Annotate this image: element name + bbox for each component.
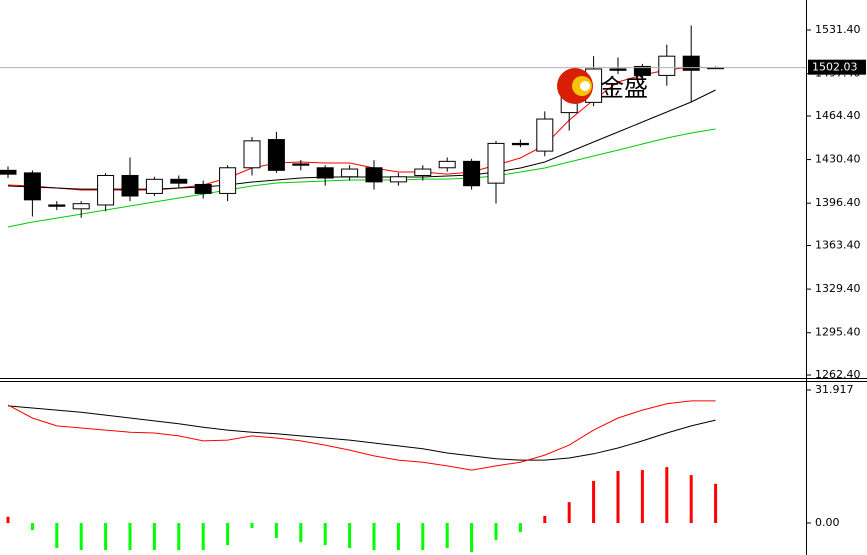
histogram-bar bbox=[6, 516, 10, 523]
histogram-bar bbox=[250, 523, 254, 528]
candle-body bbox=[463, 160, 481, 187]
histogram-bar bbox=[518, 523, 522, 533]
candle-body bbox=[121, 174, 139, 197]
candle-body bbox=[97, 174, 115, 206]
histogram-bar bbox=[348, 523, 352, 548]
histogram-bar bbox=[274, 523, 278, 538]
histogram-bar bbox=[396, 523, 400, 551]
y-tick-label: 31.917 bbox=[815, 383, 854, 396]
y-tick-label: 0.00 bbox=[815, 516, 840, 529]
candle-body bbox=[389, 176, 407, 183]
logo-text: 金盛 bbox=[600, 74, 648, 102]
indicator-line bbox=[7, 128, 716, 228]
histogram-bar bbox=[299, 523, 303, 543]
candle-body bbox=[633, 65, 651, 76]
y-tick-label: 1464.40 bbox=[815, 109, 861, 122]
candle-body bbox=[365, 167, 383, 183]
candle-body bbox=[292, 163, 310, 166]
candle-body bbox=[316, 167, 334, 179]
candle-body bbox=[194, 183, 212, 194]
candle-body bbox=[72, 203, 90, 210]
histogram-bar bbox=[323, 523, 327, 546]
histogram-bar bbox=[201, 523, 205, 551]
histogram-bar bbox=[128, 523, 132, 551]
logo-icon bbox=[580, 81, 590, 91]
candle-body bbox=[170, 178, 188, 184]
histogram-bar bbox=[714, 483, 718, 523]
candle-body bbox=[267, 139, 285, 171]
logo bbox=[557, 68, 593, 104]
candle-body bbox=[219, 167, 237, 194]
histogram-bar bbox=[494, 523, 498, 541]
histogram-bar bbox=[567, 502, 571, 523]
y-tick-label: 1430.40 bbox=[815, 153, 861, 166]
candle-body bbox=[0, 169, 17, 175]
y-tick-label: 1531.40 bbox=[815, 23, 861, 36]
indicator-line bbox=[7, 405, 716, 461]
histogram-bar bbox=[79, 523, 83, 551]
histogram-bar bbox=[689, 475, 693, 523]
y-tick-label: 1262.40 bbox=[815, 368, 861, 381]
candle-body bbox=[609, 68, 627, 71]
histogram-bar bbox=[177, 523, 181, 551]
last-price-label: 1502.03 bbox=[812, 61, 858, 74]
histogram-bar bbox=[226, 523, 230, 546]
histogram-bar bbox=[152, 523, 156, 551]
histogram-bar bbox=[616, 470, 620, 523]
candle-body bbox=[658, 55, 676, 76]
indicator-line bbox=[7, 400, 716, 471]
histogram-bar bbox=[372, 523, 376, 551]
candle-body bbox=[511, 142, 529, 146]
candle-body bbox=[682, 55, 700, 71]
histogram-bar bbox=[640, 470, 644, 523]
histogram-bar bbox=[445, 523, 449, 548]
histogram-bar bbox=[421, 523, 425, 551]
candle-body bbox=[438, 160, 456, 169]
histogram-bar bbox=[665, 467, 669, 523]
histogram-bar bbox=[30, 523, 34, 531]
candle-body bbox=[243, 140, 261, 169]
y-tick-label: 1363.40 bbox=[815, 239, 861, 252]
histogram-bar bbox=[55, 523, 59, 548]
last-price-box bbox=[808, 59, 866, 75]
candle-body bbox=[414, 168, 432, 176]
y-tick-label: 1295.40 bbox=[815, 326, 861, 339]
candle-body bbox=[23, 172, 41, 201]
y-tick-label: 1329.40 bbox=[815, 282, 861, 295]
histogram-bar bbox=[470, 523, 474, 553]
candle-body bbox=[487, 142, 505, 184]
histogram-bar bbox=[592, 480, 596, 523]
histogram-bar bbox=[543, 515, 547, 523]
candle-body bbox=[48, 204, 66, 207]
candle-body bbox=[341, 168, 359, 178]
candle-body bbox=[536, 118, 554, 152]
candle-body bbox=[145, 178, 163, 194]
y-tick-label: 1396.40 bbox=[815, 196, 861, 209]
histogram-bar bbox=[104, 523, 108, 551]
